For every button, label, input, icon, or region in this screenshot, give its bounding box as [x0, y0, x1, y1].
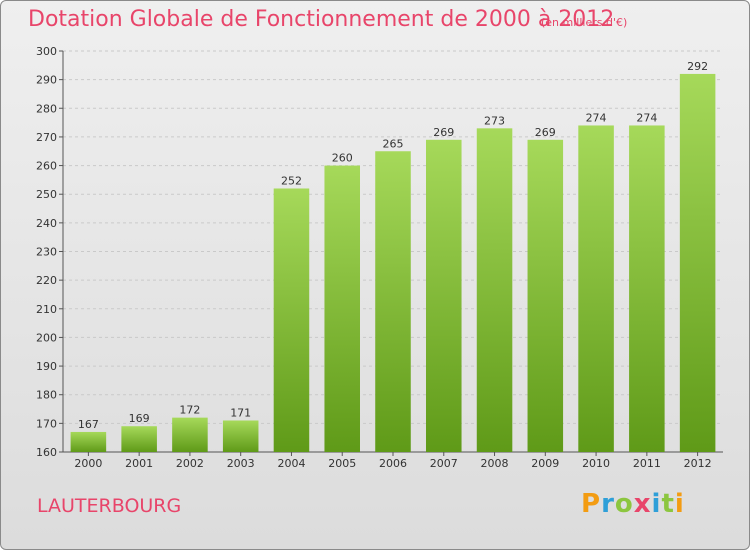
y-tick-label: 280 [36, 102, 57, 115]
value-label: 269 [433, 126, 454, 139]
logo-letter: x [633, 489, 652, 519]
value-label: 169 [129, 412, 150, 425]
y-tick-label: 240 [36, 217, 57, 230]
x-tick-label: 2012 [684, 457, 712, 470]
labels: 160 170 180 190 200 210 220 230 240 250 260 270 280 2… [36, 45, 712, 470]
value-label: 269 [535, 126, 556, 139]
bar-2001 [121, 426, 157, 452]
logo-letter: i [674, 489, 685, 519]
y-tick-label: 270 [36, 131, 57, 144]
y-tick-label: 210 [36, 303, 57, 316]
y-tick-label: 160 [36, 446, 57, 459]
logo-letter: i [651, 489, 662, 519]
x-tick-label: 2008 [481, 457, 509, 470]
place-name: LAUTERBOURG [37, 495, 182, 517]
x-tick-label: 2002 [176, 457, 204, 470]
x-tick-label: 2011 [633, 457, 661, 470]
x-tick-label: 2003 [227, 457, 255, 470]
value-label: 274 [636, 111, 657, 124]
bar-2004 [273, 188, 310, 452]
bar-2012 [679, 73, 716, 453]
bar-2007 [426, 139, 462, 453]
x-tick-label: 2000 [74, 457, 102, 470]
bar-2005 [324, 165, 360, 453]
bar-2006 [375, 151, 411, 452]
value-label: 260 [332, 152, 353, 165]
value-label: 265 [383, 137, 404, 150]
bar-2008 [476, 128, 513, 452]
y-tick-label: 300 [36, 45, 57, 58]
y-tick-label: 260 [36, 160, 57, 173]
logo-letter: t [661, 489, 675, 519]
bars [70, 73, 716, 453]
x-tick-label: 2007 [430, 457, 458, 470]
bar-2002 [172, 417, 208, 452]
value-label: 252 [281, 174, 302, 187]
bar-2011 [629, 125, 665, 452]
bar-2009 [527, 139, 564, 453]
logo-letter: P [581, 489, 602, 519]
x-tick-label: 2004 [277, 457, 305, 470]
logo-letter: o [614, 489, 634, 519]
value-label: 171 [230, 406, 251, 419]
x-tick-label: 2005 [328, 457, 356, 470]
unit-label: (en milliers d'€) [541, 16, 628, 29]
y-tick-label: 290 [36, 74, 57, 87]
x-tick-label: 2009 [531, 457, 559, 470]
bar-2000 [70, 431, 107, 452]
value-label: 172 [179, 404, 200, 417]
bar-2003 [222, 420, 259, 452]
x-tick-label: 2006 [379, 457, 407, 470]
y-tick-label: 180 [36, 389, 57, 402]
value-label: 274 [586, 111, 607, 124]
chart-title: Dotation Globale de Fonctionnement de 20… [28, 7, 615, 32]
y-tick-label: 220 [36, 274, 57, 287]
y-tick-label: 170 [36, 417, 57, 430]
y-tick-label: 230 [36, 246, 57, 259]
y-tick-label: 190 [36, 360, 57, 373]
proxiti-logo: Proxiti [581, 489, 685, 519]
x-tick-label: 2001 [125, 457, 153, 470]
value-label: 273 [484, 114, 505, 127]
value-label: 167 [78, 418, 99, 431]
bar-2010 [578, 125, 614, 452]
logo-letter: r [601, 489, 615, 519]
x-tick-label: 2010 [582, 457, 610, 470]
y-tick-label: 200 [36, 331, 57, 344]
value-label: 292 [687, 60, 708, 73]
y-tick-label: 250 [36, 188, 57, 201]
